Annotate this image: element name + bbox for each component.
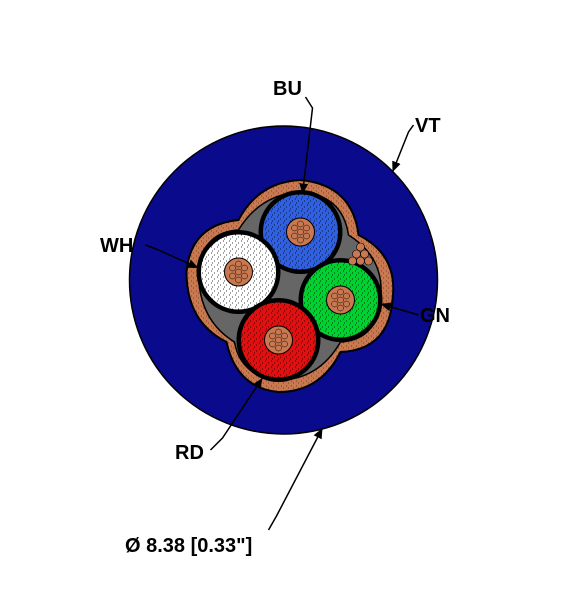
- leader-vt: [392, 125, 413, 172]
- conductor-bu-strands: [286, 218, 314, 246]
- label-rd: RD: [175, 442, 204, 465]
- cable-cross-section-diagram: BU VT WH GN RD Ø 8.38 [0.33"]: [0, 0, 565, 608]
- label-bu: BU: [273, 78, 302, 101]
- label-diameter: Ø 8.38 [0.33"]: [125, 535, 252, 558]
- conductor-rd-strands: [264, 326, 292, 354]
- label-gn: GN: [420, 305, 450, 328]
- conductor-wh-strands: [224, 258, 252, 286]
- label-wh: WH: [100, 235, 133, 258]
- conductor-gn-strands: [326, 286, 354, 314]
- leader-diameter: [268, 428, 322, 530]
- label-vt: VT: [415, 115, 441, 138]
